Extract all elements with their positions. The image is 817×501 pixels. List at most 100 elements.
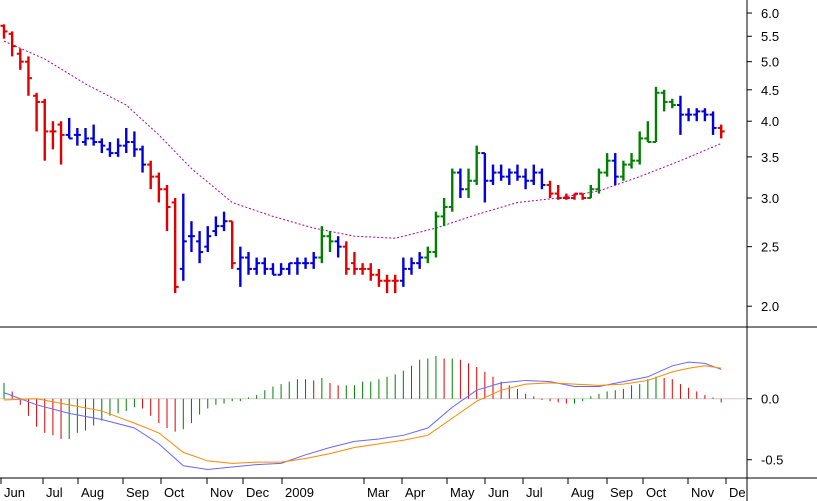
ohlc-bar [139,145,147,173]
x-tick-label: Sep [610,485,633,500]
ohlc-bar [408,257,415,275]
ohlc-bar [644,121,652,144]
ohlc-bar [285,262,293,275]
ohlc-bar [424,246,432,264]
x-tick-label: De [729,485,746,500]
ohlc-bar [391,274,399,294]
ohlc-bar [676,95,684,135]
ohlc-bar [465,168,473,198]
ohlc-bar [106,142,114,157]
ohlc-bar [660,89,668,112]
ohlc-bar [90,124,98,146]
ohlc-bar [701,108,709,122]
ohlc-bar [65,117,73,140]
x-tick-label: Oct [646,485,667,500]
ohlc-bar [16,48,24,70]
ohlc-bar [41,98,49,161]
ohlc-bar [611,153,619,185]
ohlc-bar [82,127,89,146]
ohlc-bar [350,252,358,275]
price-y-tick-label: 4.5 [761,83,779,98]
x-tick-label: Sep [126,485,149,500]
ohlc-bar [187,221,195,253]
ohlc-bar [171,197,179,294]
ohlc-bar [538,168,546,190]
x-tick-label: Apr [405,485,426,500]
x-tick-label: Jun [4,485,25,500]
ohlc-bar [57,121,65,165]
ohlc-bar [717,124,725,139]
ohlc-bar [579,192,587,200]
ohlc-bar [163,184,171,232]
ohlc-bar [685,108,693,122]
price-y-tick-label: 5.5 [761,29,779,44]
price-y-tick-label: 2.5 [761,240,779,255]
ohlc-bar [505,168,513,185]
ohlc-bar [261,257,269,275]
ohlc-bar [155,172,163,203]
x-tick-label: Oct [164,485,185,500]
ohlc-bar [293,257,301,275]
x-tick-label: Jul [526,485,543,500]
x-tick-label: Jun [488,485,509,500]
ohlc-bar [619,160,627,181]
ohlc-bar [628,153,636,169]
ohlc-bar [147,160,155,190]
x-tick-label: May [450,485,475,500]
price-y-tick-label: 5.0 [761,55,779,70]
price-y-tick-label: 2.0 [761,299,779,314]
ohlc-bar [709,111,717,135]
ohlc-bar [310,252,318,269]
ohlc-bar [196,231,204,264]
ohlc-bar [8,31,16,57]
ohlc-bar [220,211,228,232]
ohlc-bar [652,86,660,144]
price-y-tick-label: 4.0 [761,114,779,129]
ohlc-bar [603,153,611,177]
ohlc-bar [562,193,570,200]
ohlc-bar [326,231,334,253]
signal-line [3,365,722,464]
ohlc-bar [416,252,424,269]
macd-y-tick-label: -0.5 [761,453,783,468]
x-tick-label: 2009 [285,485,314,500]
ohlc-bar [595,168,603,194]
ohlc-bar [522,168,530,190]
ohlc-bar [236,246,244,287]
macd-y-tick-label: 0.0 [761,392,779,407]
ohlc-bar [269,263,277,276]
x-tick-label: Dec [246,485,270,500]
ohlc-bar [98,138,106,154]
x-tick-label: Aug [571,485,594,500]
ohlc-bar [481,152,489,203]
ohlc-bar [432,211,440,258]
ohlc-bar [693,108,701,122]
price-y-tick-label: 6.0 [761,6,779,21]
ohlc-bar [212,216,220,237]
x-tick-label: Nov [691,485,715,500]
ohlc-bar [302,257,310,269]
ohlc-bar [473,145,481,185]
x-tick-label: Jul [46,485,63,500]
ohlc-bar [253,257,261,275]
price-y-tick-label: 3.5 [761,150,779,165]
ohlc-bar [130,131,138,157]
price-panel [0,24,725,294]
ohlc-bar [448,168,456,212]
macd-panel [0,356,745,470]
ohlc-bar [546,180,554,198]
ohlc-bar [383,274,391,294]
ohlc-bar [204,226,212,253]
ohlc-bar [179,193,187,281]
ohlc-bar [318,226,326,264]
macd-line [3,361,722,470]
ohlc-bar [228,220,236,269]
ohlc-bar [497,164,505,181]
ohlc-bar [456,168,464,198]
ohlc-bar [489,164,497,185]
ohlc-bar [33,92,41,132]
ohlc-bar [587,184,595,199]
x-tick-label: Mar [367,485,390,500]
